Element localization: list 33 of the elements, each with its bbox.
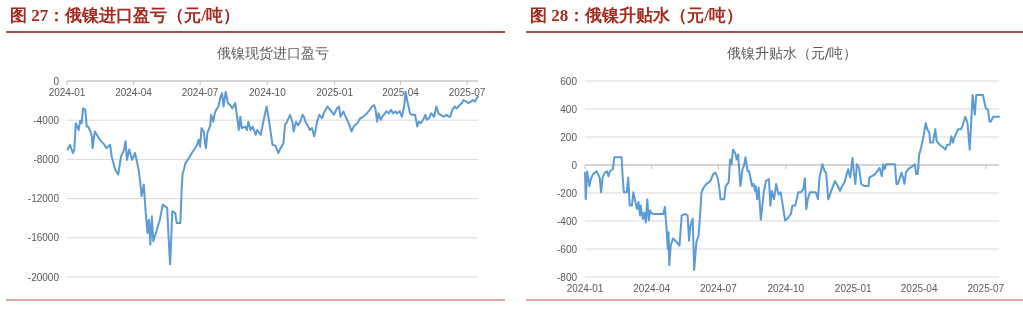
line-series — [584, 94, 1000, 271]
x-tick-label: 2025-07 — [967, 283, 1005, 294]
chart-title: 图 28：俄镍升贴水（元/吨） — [530, 6, 743, 25]
x-tick-label: 2024-04 — [115, 87, 153, 98]
y-tick-label: -20000 — [27, 271, 60, 283]
y-tick-label: 200 — [560, 131, 578, 143]
x-tick-label: 2024-10 — [767, 283, 805, 294]
x-tick-label: 2024-01 — [566, 283, 604, 294]
x-tick-label: 2025-01 — [316, 87, 354, 98]
y-tick-label: -12000 — [27, 193, 60, 205]
y-tick-label: 600 — [560, 75, 578, 87]
x-tick-label: 2024-01 — [48, 87, 86, 98]
y-tick-label: 0 — [53, 75, 60, 87]
x-tick-label: 2025-04 — [382, 87, 420, 98]
y-tick-label: -200 — [556, 187, 578, 199]
chart-subtitle: 俄镍升贴水（元/吨） — [726, 45, 858, 61]
x-tick-label: 2025-04 — [900, 283, 938, 294]
x-tick-label: 2024-07 — [181, 87, 219, 98]
x-tick-label: 2025-07 — [448, 87, 486, 98]
y-tick-label: 400 — [560, 103, 578, 115]
x-tick-label: 2025-01 — [834, 283, 872, 294]
chart-subtitle: 俄镍现货进口盈亏 — [216, 45, 329, 61]
x-tick-label: 2024-10 — [249, 87, 287, 98]
y-tick-label: -400 — [556, 215, 578, 227]
y-tick-label: -800 — [556, 271, 578, 283]
y-tick-label: -16000 — [27, 232, 60, 244]
y-tick-label: -4000 — [33, 114, 60, 126]
x-tick-label: 2024-04 — [633, 283, 671, 294]
x-tick-label: 2024-07 — [700, 283, 738, 294]
y-tick-label: 0 — [571, 159, 578, 171]
y-tick-label: -8000 — [33, 153, 60, 165]
y-tick-label: -600 — [556, 243, 578, 255]
chart-title: 图 27：俄镍进口盈亏（元/吨） — [10, 6, 240, 25]
